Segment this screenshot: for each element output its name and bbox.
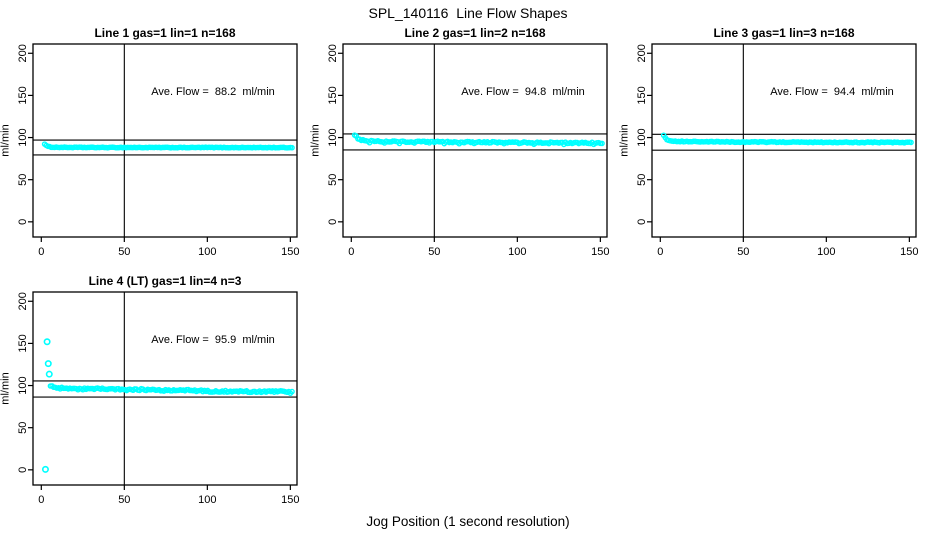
svg-text:50: 50 — [118, 246, 130, 258]
svg-text:0: 0 — [17, 467, 29, 473]
svg-text:150: 150 — [591, 246, 609, 258]
subplot-4-y-axis-label: ml/min — [0, 372, 12, 405]
subplot-2-title: Line 2 gas=1 lin=2 n=168 — [404, 26, 546, 40]
svg-text:50: 50 — [118, 494, 130, 506]
svg-text:150: 150 — [327, 86, 339, 104]
subplot-1-y-axis-label: ml/min — [0, 124, 12, 157]
svg-text:50: 50 — [636, 174, 648, 186]
svg-text:0: 0 — [657, 246, 663, 258]
svg-text:100: 100 — [198, 246, 216, 258]
svg-text:0: 0 — [38, 494, 44, 506]
svg-text:100: 100 — [327, 128, 339, 146]
svg-text:150: 150 — [900, 246, 918, 258]
svg-text:100: 100 — [198, 494, 216, 506]
subplot-2-ave-flow-annotation: Ave. Flow = 94.8 ml/min — [461, 86, 585, 98]
svg-text:100: 100 — [17, 128, 29, 146]
svg-text:100: 100 — [817, 246, 835, 258]
svg-text:100: 100 — [17, 376, 29, 394]
svg-text:150: 150 — [636, 86, 648, 104]
subplot-4-ave-flow-annotation: Ave. Flow = 95.9 ml/min — [151, 334, 275, 346]
svg-text:200: 200 — [636, 44, 648, 62]
svg-text:150: 150 — [17, 86, 29, 104]
svg-text:50: 50 — [428, 246, 440, 258]
subplot-1-title: Line 1 gas=1 lin=1 n=168 — [94, 26, 236, 40]
svg-text:50: 50 — [737, 246, 749, 258]
svg-text:0: 0 — [17, 219, 29, 225]
svg-text:200: 200 — [327, 44, 339, 62]
svg-text:0: 0 — [38, 246, 44, 258]
svg-text:0: 0 — [327, 219, 339, 225]
svg-text:150: 150 — [281, 246, 299, 258]
svg-text:200: 200 — [17, 292, 29, 310]
subplot-3-ave-flow-annotation: Ave. Flow = 94.4 ml/min — [770, 86, 894, 98]
subplot-1-ave-flow-annotation: Ave. Flow = 88.2 ml/min — [151, 86, 275, 98]
svg-text:0: 0 — [636, 219, 648, 225]
svg-text:200: 200 — [17, 44, 29, 62]
svg-text:50: 50 — [327, 174, 339, 186]
svg-text:50: 50 — [17, 422, 29, 434]
svg-text:0: 0 — [348, 246, 354, 258]
svg-text:50: 50 — [17, 174, 29, 186]
svg-text:150: 150 — [17, 334, 29, 352]
subplot-3-title: Line 3 gas=1 lin=3 n=168 — [713, 26, 855, 40]
subplot-2-y-axis-label: ml/min — [309, 124, 322, 157]
svg-text:100: 100 — [636, 128, 648, 146]
svg-text:150: 150 — [281, 494, 299, 506]
shared-x-axis-label: Jog Position (1 second resolution) — [366, 514, 570, 529]
subplot-4-title: Line 4 (LT) gas=1 lin=4 n=3 — [88, 274, 242, 288]
subplot-3-y-axis-label: ml/min — [618, 124, 631, 157]
svg-text:100: 100 — [508, 246, 526, 258]
main-title: SPL_140116 Line Flow Shapes — [368, 5, 568, 21]
